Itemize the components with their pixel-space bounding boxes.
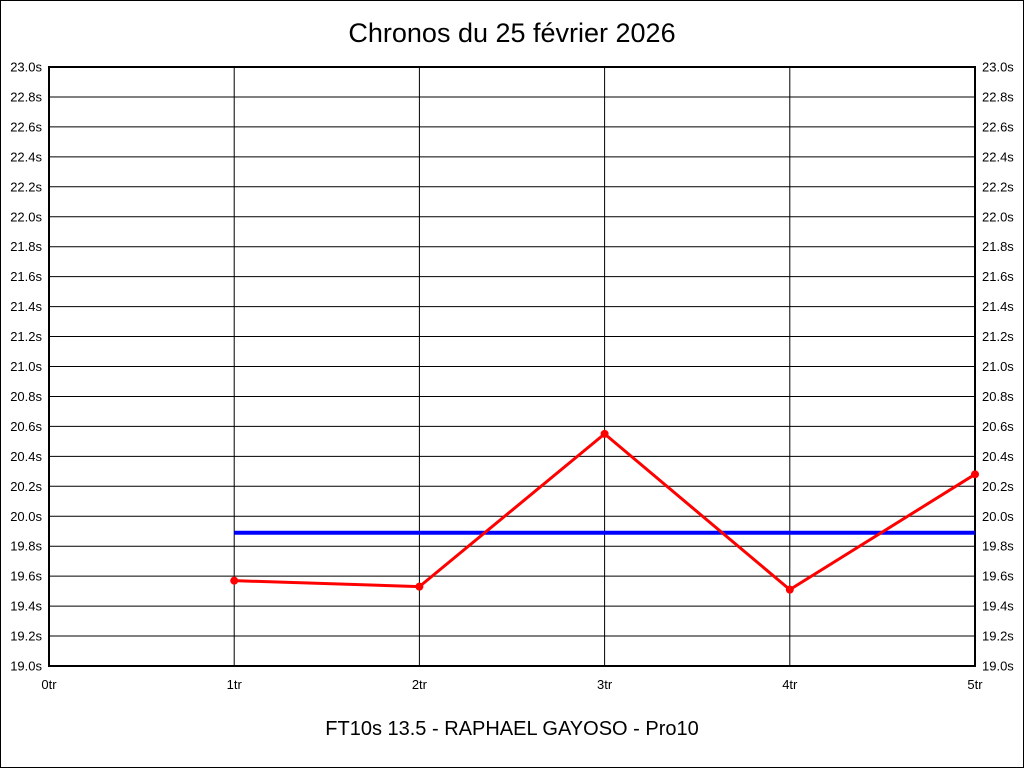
y-axis-label-right: 19.0s bbox=[982, 659, 1014, 674]
y-axis-label-left: 22.8s bbox=[10, 89, 42, 104]
y-axis-label-left: 23.0s bbox=[10, 60, 42, 75]
y-axis-label-right: 22.0s bbox=[982, 209, 1014, 224]
y-axis-label-right: 20.6s bbox=[982, 419, 1014, 434]
y-axis-label-right: 20.2s bbox=[982, 479, 1014, 494]
y-axis-label-left: 22.4s bbox=[10, 149, 42, 164]
y-axis-label-right: 19.6s bbox=[982, 569, 1014, 584]
y-axis-label-right: 20.4s bbox=[982, 449, 1014, 464]
x-axis-label: 4tr bbox=[782, 677, 798, 692]
chart-subtitle: FT10s 13.5 - RAPHAEL GAYOSO - Pro10 bbox=[325, 718, 699, 740]
lap-times-marker bbox=[971, 470, 979, 479]
y-axis-label-right: 22.6s bbox=[982, 119, 1014, 134]
x-axis-label: 2tr bbox=[412, 677, 428, 692]
chart-title: Chronos du 25 février 2026 bbox=[348, 18, 676, 48]
x-axis-label: 5tr bbox=[967, 677, 983, 692]
y-axis-label-left: 21.8s bbox=[10, 239, 42, 254]
y-axis-label-left: 21.6s bbox=[10, 269, 42, 284]
y-axis-label-right: 21.0s bbox=[982, 359, 1014, 374]
y-axis-label-left: 20.2s bbox=[10, 479, 42, 494]
y-axis-label-left: 20.8s bbox=[10, 389, 42, 404]
y-axis-label-right: 22.2s bbox=[982, 179, 1014, 194]
y-axis-label-left: 20.6s bbox=[10, 419, 42, 434]
y-axis-label-left: 20.4s bbox=[10, 449, 42, 464]
lap-times-marker bbox=[230, 576, 239, 585]
lap-times-marker bbox=[785, 585, 794, 594]
y-axis-label-right: 22.8s bbox=[982, 89, 1014, 104]
lap-times-marker bbox=[415, 582, 424, 591]
y-axis-label-left: 19.2s bbox=[10, 629, 42, 644]
y-axis-label-left: 21.4s bbox=[10, 299, 42, 314]
x-axis-label: 0tr bbox=[41, 677, 57, 692]
y-axis-label-right: 21.4s bbox=[982, 299, 1014, 314]
y-axis-label-left: 22.6s bbox=[10, 119, 42, 134]
y-axis-label-right: 19.2s bbox=[982, 629, 1014, 644]
y-axis-label-left: 21.0s bbox=[10, 359, 42, 374]
y-axis-label-right: 20.8s bbox=[982, 389, 1014, 404]
lap-times-marker bbox=[600, 429, 609, 438]
x-axis-label: 3tr bbox=[597, 677, 613, 692]
y-axis-label-left: 19.6s bbox=[10, 569, 42, 584]
y-axis-label-left: 22.0s bbox=[10, 209, 42, 224]
y-axis-label-right: 20.0s bbox=[982, 509, 1014, 524]
y-axis-label-left: 19.4s bbox=[10, 599, 42, 614]
y-axis-label-right: 23.0s bbox=[982, 60, 1014, 75]
y-axis-label-left: 20.0s bbox=[10, 509, 42, 524]
y-axis-label-right: 19.4s bbox=[982, 599, 1014, 614]
y-axis-label-right: 21.2s bbox=[982, 329, 1014, 344]
y-axis-label-right: 22.4s bbox=[982, 149, 1014, 164]
y-axis-label-left: 21.2s bbox=[10, 329, 42, 344]
y-axis-label-right: 21.8s bbox=[982, 239, 1014, 254]
y-axis-label-left: 19.8s bbox=[10, 539, 42, 554]
plot-border bbox=[48, 66, 976, 667]
y-axis-label-right: 19.8s bbox=[982, 539, 1014, 554]
y-axis-label-right: 21.6s bbox=[982, 269, 1014, 284]
y-axis-label-left: 22.2s bbox=[10, 179, 42, 194]
x-axis-label: 1tr bbox=[227, 677, 243, 692]
y-axis-label-left: 19.0s bbox=[10, 659, 42, 674]
